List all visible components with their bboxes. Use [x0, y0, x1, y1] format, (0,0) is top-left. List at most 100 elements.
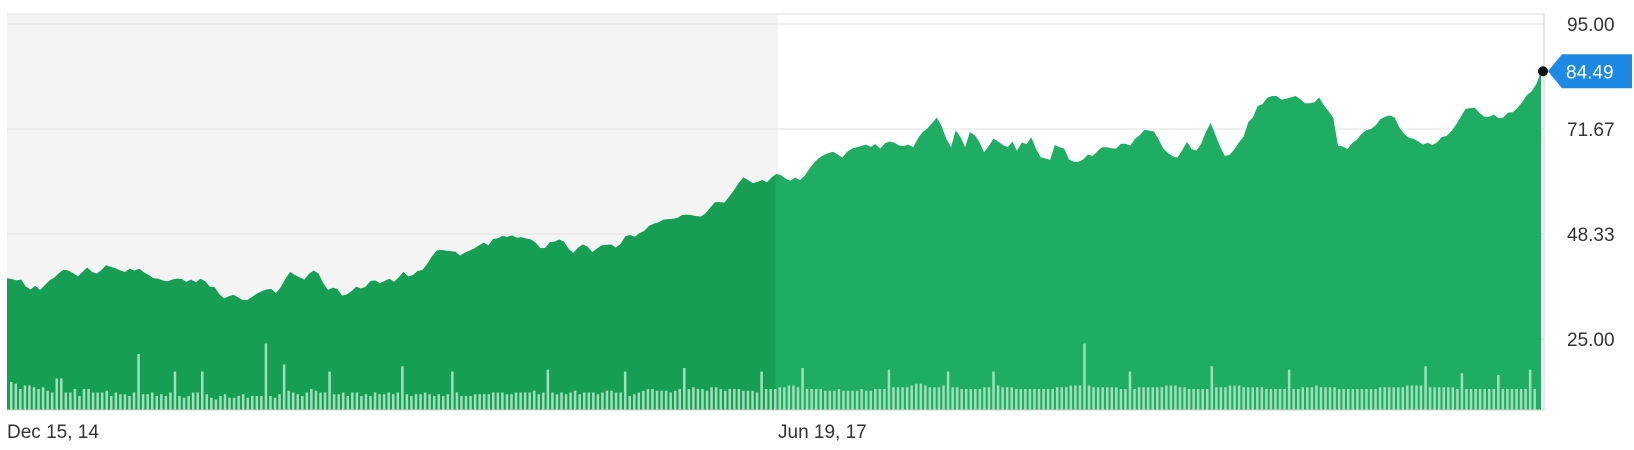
y-tick-label: 71.67 — [1567, 120, 1615, 141]
volume-bar — [1206, 389, 1209, 410]
volume-bar — [851, 390, 854, 410]
volume-bar — [969, 389, 973, 410]
volume-bar — [1465, 389, 1468, 410]
volume-bar — [937, 387, 941, 410]
volume-bar — [446, 394, 450, 410]
volume-bar — [1315, 385, 1318, 410]
volume-bar — [924, 385, 927, 410]
volume-bar — [1269, 389, 1273, 410]
volume-bar — [1296, 389, 1300, 410]
volume-bar — [1074, 385, 1077, 410]
volume-bar — [1428, 387, 1432, 410]
volume-bar — [141, 394, 145, 410]
volume-bar — [91, 392, 95, 410]
volume-bar — [460, 396, 463, 410]
volume-bar — [614, 392, 618, 410]
volume-bar — [514, 392, 518, 410]
volume-bar — [696, 389, 700, 410]
volume-bar — [1196, 389, 1200, 410]
volume-bar — [1369, 389, 1373, 410]
volume-bar — [178, 396, 181, 410]
volume-bar — [455, 392, 459, 410]
volume-bar — [928, 387, 932, 410]
volume-bar — [1087, 385, 1091, 410]
volume-bar — [978, 389, 982, 410]
volume-bar — [423, 392, 427, 410]
volume-bar — [432, 396, 436, 410]
volume-bar — [473, 394, 477, 410]
volume-bar — [1497, 375, 1500, 410]
volume-bar — [1351, 389, 1355, 410]
volume-bar — [360, 396, 363, 410]
volume-bar — [210, 397, 213, 410]
volume-bar — [869, 390, 872, 410]
volume-bar — [1083, 343, 1086, 410]
volume-bar — [1524, 389, 1527, 410]
volume-bar — [1096, 387, 1100, 410]
volume-bar — [328, 371, 331, 410]
volume-bar — [642, 390, 645, 410]
volume-bar — [419, 394, 422, 410]
volume-bar — [723, 390, 727, 410]
volume-bar — [605, 390, 609, 410]
volume-bar — [1437, 387, 1441, 410]
volume-bar — [255, 396, 259, 410]
volume-bar — [28, 385, 31, 410]
volume-bar — [760, 371, 763, 410]
volume-bar — [1183, 387, 1186, 410]
volume-bar — [314, 390, 318, 410]
volume-bar — [82, 389, 86, 410]
volume-bar — [974, 389, 977, 410]
volume-bar — [228, 397, 231, 410]
volume-bar — [523, 392, 527, 410]
y-axis-ticks: 95.00 71.67 48.33 25.00 — [1567, 15, 1615, 351]
volume-bar — [341, 392, 345, 410]
volume-bar — [678, 389, 681, 410]
volume-bar — [87, 389, 90, 410]
volume-bar — [655, 390, 659, 410]
volume-bar — [1055, 387, 1059, 410]
volume-bar — [687, 389, 691, 410]
volume-bar — [1510, 389, 1514, 410]
last-value-badge-shape — [1548, 54, 1632, 89]
volume-bar — [710, 387, 713, 410]
volume-bar — [301, 396, 304, 410]
volume-bar — [496, 392, 500, 410]
volume-bar — [965, 389, 968, 410]
volume-bar — [482, 394, 486, 410]
volume-bar — [914, 383, 918, 410]
volume-bar — [1165, 385, 1168, 410]
volume-bar — [596, 394, 600, 410]
volume-bar — [251, 396, 254, 410]
volume-bar — [1287, 369, 1291, 410]
volume-bar — [169, 392, 172, 410]
volume-bar — [1397, 387, 1400, 410]
last-value-badge: 84.49 — [1538, 54, 1632, 89]
volume-bar — [919, 383, 923, 410]
volume-bar — [955, 387, 959, 410]
volume-bar — [783, 387, 786, 410]
volume-bar — [437, 394, 440, 410]
volume-bar — [373, 392, 377, 410]
volume-bar — [992, 371, 995, 410]
volume-bar — [701, 389, 704, 410]
volume-bar — [1015, 389, 1018, 410]
volume-bar — [1124, 389, 1127, 410]
volume-bar — [392, 394, 395, 410]
volume-bar — [1515, 389, 1518, 410]
volume-bar — [951, 387, 954, 410]
volume-bar — [442, 396, 445, 410]
volume-bar — [37, 389, 40, 410]
volume-bar — [660, 390, 663, 410]
volume-bar — [46, 390, 49, 410]
volume-bar — [846, 390, 850, 410]
volume-bar — [241, 394, 245, 410]
volume-bar — [901, 387, 904, 410]
volume-bar — [1051, 389, 1054, 410]
volume-bar — [1492, 389, 1496, 410]
volume-bar — [346, 396, 350, 410]
last-point-marker — [1538, 66, 1548, 77]
volume-bar — [1478, 389, 1482, 410]
volume-bar — [764, 389, 768, 410]
